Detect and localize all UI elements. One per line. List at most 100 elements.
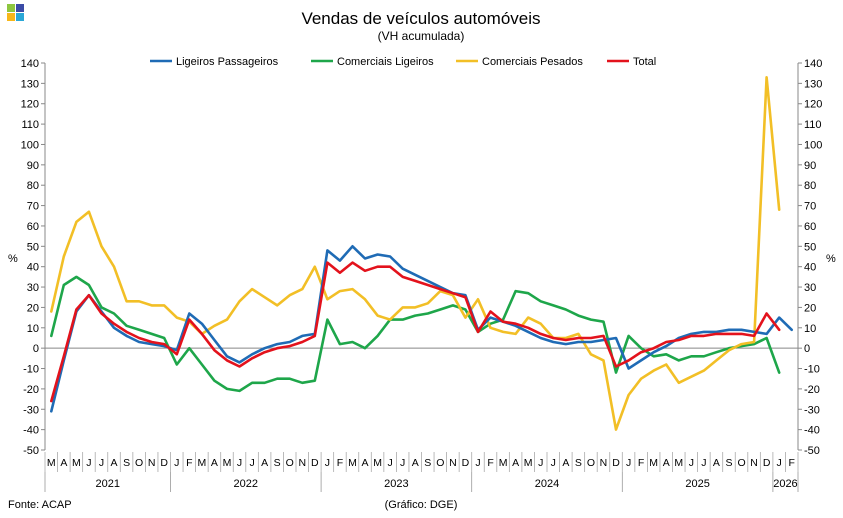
x-tick-label-year: 2024 <box>535 478 559 490</box>
x-tick-label-month: J <box>237 457 242 469</box>
x-tick-label-month: D <box>612 457 620 469</box>
x-tick-label-month: J <box>475 457 480 469</box>
x-tick-label-year: 2022 <box>234 478 258 490</box>
y-tick-label-right: 70 <box>804 201 816 213</box>
y-tick-label-left: 20 <box>27 302 39 314</box>
x-tick-label-month: D <box>763 457 771 469</box>
legend-label-total: Total <box>633 56 656 68</box>
x-tick-label-month: O <box>436 457 444 469</box>
legend-label-comerciais-ligeiros: Comerciais Ligeiros <box>337 56 434 68</box>
y-tick-label-left: -20 <box>23 384 39 396</box>
x-tick-label-month: J <box>174 457 179 469</box>
series-line-comerciais-ligeiros <box>49 275 781 393</box>
x-tick-label-month: M <box>674 457 683 469</box>
y-tick-label-right: 40 <box>804 262 816 274</box>
y-tick-label-left: 40 <box>27 262 39 274</box>
y-tick-label-right: -40 <box>804 425 820 437</box>
x-tick-label-month: A <box>60 457 67 469</box>
y-axis-label-left: % <box>8 253 18 265</box>
y-tick-label-right: 100 <box>804 139 822 151</box>
y-tick-label-left: 10 <box>27 323 39 335</box>
x-tick-label-month: O <box>286 457 294 469</box>
logo-square-b <box>16 4 24 12</box>
x-tick-label-month: J <box>626 457 631 469</box>
x-tick-label-month: M <box>198 457 207 469</box>
y-tick-label-left: 140 <box>21 58 39 70</box>
y-tick-label-left: -40 <box>23 425 39 437</box>
x-tick-label-month: J <box>538 457 543 469</box>
y-tick-label-right: 110 <box>804 119 822 131</box>
y-tick-label-right: 10 <box>804 323 816 335</box>
x-tick-label-month: J <box>400 457 405 469</box>
x-tick-label-month: A <box>562 457 569 469</box>
x-tick-label-month: M <box>373 457 382 469</box>
dge-logo-icon <box>7 4 24 21</box>
x-tick-label-year: 2025 <box>685 478 709 490</box>
y-tick-label-right: -50 <box>804 445 820 457</box>
axes: -50 -50 -40 -40 -30 -30 -20 -20 -10 -10 0 0 10 10 20 20… <box>21 58 823 457</box>
credit-note: (Gráfico: DGE) <box>385 499 458 511</box>
x-tick-label-month: S <box>575 457 582 469</box>
series-line-comerciais-pesados <box>49 76 781 431</box>
y-tick-label-left: 120 <box>21 99 39 111</box>
x-tick-label-month: J <box>99 457 104 469</box>
x-tick-label-year: 2021 <box>96 478 120 490</box>
logo-square-d <box>16 13 24 21</box>
x-tick-label-month: A <box>512 457 519 469</box>
x-tick-label-month: F <box>487 457 493 469</box>
y-tick-label-left: -30 <box>23 404 39 416</box>
y-tick-label-left: 110 <box>21 119 39 131</box>
x-tick-label-month: O <box>737 457 745 469</box>
y-tick-label-left: 60 <box>27 221 39 233</box>
y-tick-label-left: 70 <box>27 201 39 213</box>
y-tick-label-left: 0 <box>33 343 39 355</box>
y-tick-label-right: -20 <box>804 384 820 396</box>
y-tick-label-left: 30 <box>27 282 39 294</box>
x-tick-label-month: F <box>789 457 795 469</box>
x-tick-label-month: J <box>689 457 694 469</box>
y-tick-label-right: 30 <box>804 282 816 294</box>
x-tick-label-month: A <box>261 457 268 469</box>
y-tick-label-right: 140 <box>804 58 822 70</box>
y-tick-label-right: 80 <box>804 180 816 192</box>
y-tick-label-right: 0 <box>804 343 810 355</box>
x-tick-label-month: A <box>412 457 419 469</box>
logo-square-c <box>7 13 15 21</box>
x-tick-label-month: J <box>551 457 556 469</box>
x-tick-label-month: A <box>111 457 118 469</box>
legend: Ligeiros Passageiros Comerciais Ligeiros C… <box>150 56 656 68</box>
chart-subtitle: (VH acumulada) <box>378 29 465 43</box>
y-tick-label-left: -50 <box>23 445 39 457</box>
y-tick-label-right: 20 <box>804 302 816 314</box>
legend-label-ligeiros-passageiros: Ligeiros Passageiros <box>176 56 279 68</box>
x-tick-label-month: A <box>663 457 670 469</box>
chart-title: Vendas de veículos automóveis <box>301 9 540 28</box>
y-tick-label-right: 130 <box>804 78 822 90</box>
x-tick-label-month: O <box>587 457 595 469</box>
legend-label-comerciais-pesados: Comerciais Pesados <box>482 56 583 68</box>
y-tick-label-left: 50 <box>27 241 39 253</box>
x-tick-label-month: J <box>249 457 254 469</box>
x-tick-label-month: M <box>72 457 81 469</box>
x-tick-label-month: J <box>325 457 330 469</box>
x-tick-label-month: J <box>86 457 91 469</box>
x-tick-label-month: S <box>274 457 281 469</box>
x-tick-label-month: N <box>449 457 457 469</box>
y-tick-label-left: -10 <box>23 364 39 376</box>
x-tick-label-month: M <box>649 457 658 469</box>
x-tick-label-month: M <box>47 457 56 469</box>
logo-square-a <box>7 4 15 12</box>
x-tick-label-month: A <box>211 457 218 469</box>
source-note: Fonte: ACAP <box>8 499 72 511</box>
x-tick-label-month: N <box>298 457 306 469</box>
x-tick-label-month: M <box>348 457 357 469</box>
x-tick-label-month: J <box>777 457 782 469</box>
x-tick-label-month: M <box>524 457 533 469</box>
x-tick-label-month: N <box>600 457 608 469</box>
y-tick-label-right: 90 <box>804 160 816 172</box>
x-tick-label-month: M <box>223 457 232 469</box>
x-tick-label-month: J <box>701 457 706 469</box>
y-tick-label-left: 80 <box>27 180 39 192</box>
